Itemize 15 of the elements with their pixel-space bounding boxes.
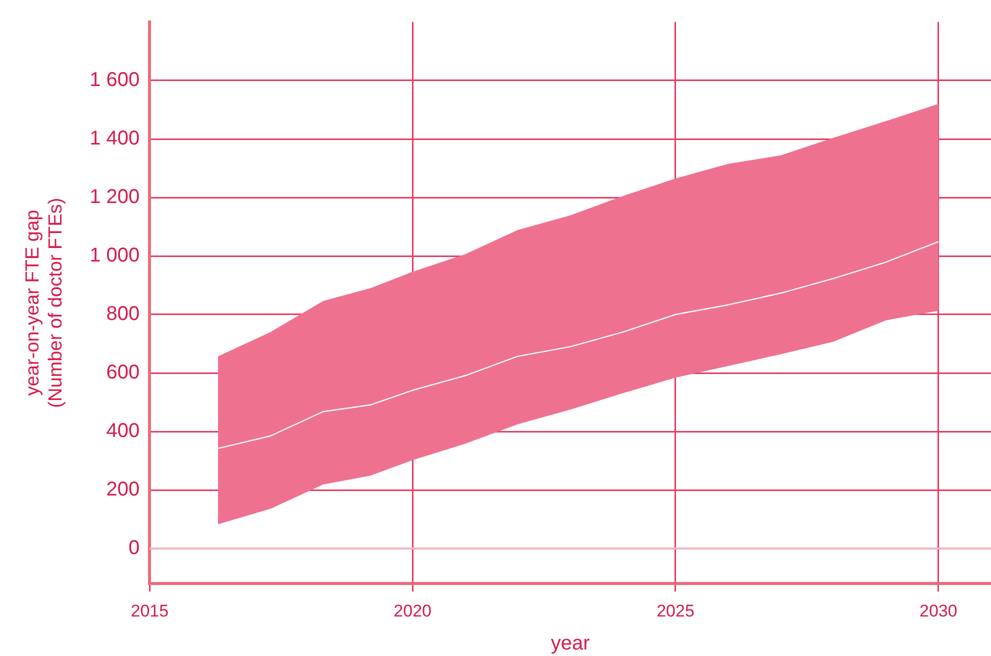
x-tick-label: 2020 [394,601,432,620]
x-tick-label: 2015 [130,601,169,620]
y-tick-label: 1 600 [90,69,140,92]
y-tick-label: 400 [106,420,140,442]
x-axis-title: year [550,632,590,655]
y-tick-label: 0 [128,537,140,560]
y-tick-label: 600 [106,362,140,384]
y-tick-label: 1 200 [90,186,140,208]
y-tick-label: 1 400 [90,128,140,150]
y-tick-label: 200 [106,478,140,501]
y-axis-title: year-on-year FTE gap (Number of doctor FTEs) [22,198,66,408]
y-tick-label: 800 [106,303,140,326]
y-tick-label: 1 000 [90,244,140,267]
x-tick-label: 2030 [920,601,958,620]
x-tick-label: 2025 [656,601,694,620]
